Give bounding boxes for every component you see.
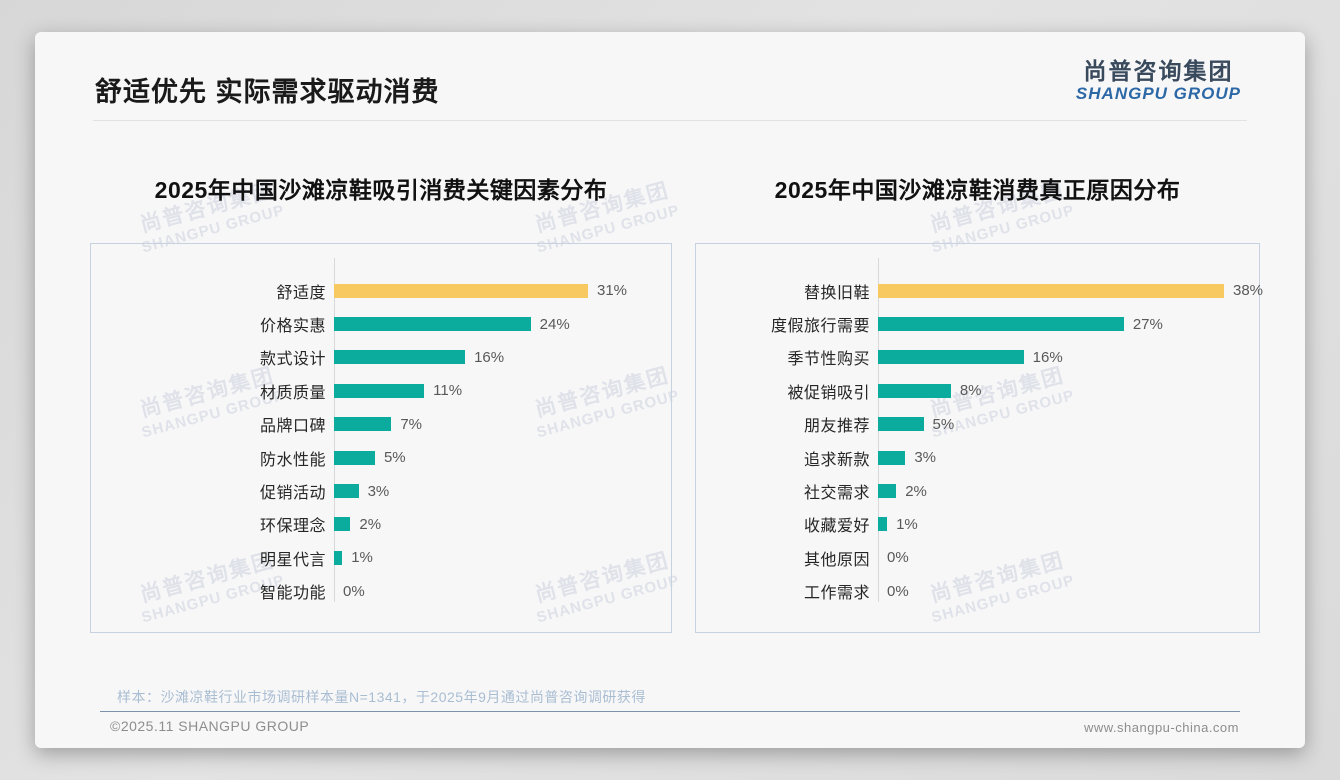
chart-row: 品牌口碑 7%	[91, 408, 671, 441]
right-chart-title: 2025年中国沙滩凉鞋消费真正原因分布	[774, 177, 1181, 203]
bar-value-label: 1%	[351, 549, 373, 567]
chart-row: 工作需求 0%	[696, 575, 1259, 608]
chart-row: 季节性购买 16%	[696, 341, 1259, 374]
category-label: 防水性能	[259, 451, 326, 469]
category-label: 价格实惠	[259, 318, 326, 336]
chart-row: 价格实惠 24%	[91, 307, 671, 340]
chart-row: 材质质量 11%	[91, 374, 671, 407]
bar	[878, 517, 888, 532]
bar-value-label: 0%	[343, 582, 365, 600]
bar-value-label: 3%	[914, 449, 936, 467]
bar-value-label: 7%	[400, 415, 423, 433]
category-label: 智能功能	[259, 585, 326, 603]
chart-row: 社交需求 2%	[696, 474, 1259, 507]
bar-value-label: 38%	[1233, 282, 1264, 300]
sample-note: 样本：沙滩凉鞋行业市场调研样本量N=1341，于2025年9月通过尚普咨询调研获…	[117, 689, 646, 705]
category-label: 舒适度	[276, 284, 326, 302]
category-label: 度假旅行需要	[770, 318, 870, 336]
bar-value-label: 27%	[1132, 315, 1163, 333]
category-label: 朋友推荐	[803, 418, 870, 436]
bar	[334, 550, 343, 565]
bar	[334, 283, 588, 298]
bar	[334, 417, 392, 432]
bar	[878, 417, 924, 432]
bar-value-label: 31%	[597, 282, 628, 300]
chart-row: 其他原因 0%	[696, 541, 1259, 574]
bar-value-label: 2%	[905, 482, 927, 500]
chart-row: 追求新款 3%	[696, 441, 1259, 474]
category-label: 被促销吸引	[787, 384, 870, 402]
bar	[334, 484, 359, 499]
category-label: 社交需求	[803, 485, 870, 503]
category-label: 替换旧鞋	[803, 284, 870, 302]
logo-chinese-text: 尚普咨询集团	[1083, 58, 1234, 84]
chart-row: 朋友推荐 5%	[696, 408, 1259, 441]
logo-english-text: SHANGPU GROUP	[1075, 84, 1241, 104]
shangpu-logo: 尚普咨询集团 SHANGPU GROUP	[1075, 58, 1241, 105]
category-label: 追求新款	[803, 451, 870, 469]
bar-value-label: 0%	[887, 582, 909, 600]
chart-row: 智能功能 0%	[91, 575, 671, 608]
title-divider	[93, 120, 1247, 121]
bar	[334, 317, 531, 332]
left-chart-rows: 舒适度 31% 价格实惠 24% 款式设计 16% 材质质量 11% 品牌口碑 7% 防水性能 5% 促…	[91, 244, 671, 632]
bar	[878, 317, 1124, 332]
bar-value-label: 16%	[1032, 348, 1063, 366]
chart-row: 度假旅行需要 27%	[696, 307, 1259, 340]
right-chart-panel: 替换旧鞋 38% 度假旅行需要 27% 季节性购买 16% 被促销吸引 8% 朋友推荐 5% 追求新…	[695, 243, 1263, 633]
chart-row: 被促销吸引 8%	[696, 374, 1259, 407]
bar-value-label: 3%	[367, 482, 390, 500]
bar	[334, 350, 466, 365]
category-label: 明星代言	[259, 551, 326, 569]
bar	[878, 283, 1224, 298]
chart-row: 明星代言 1%	[91, 541, 671, 574]
category-label: 品牌口碑	[259, 418, 326, 436]
bar	[878, 350, 1024, 365]
left-chart-panel: 舒适度 31% 价格实惠 24% 款式设计 16% 材质质量 11% 品牌口碑 7% 防水性能 5% 促…	[90, 243, 672, 633]
slide-card: 尚普咨询集团 SHANGPU GROUP 尚普咨询集团 SHANGPU GROUP 尚普…	[35, 32, 1305, 748]
bar-value-label: 0%	[887, 549, 909, 567]
bar-value-label: 16%	[474, 348, 505, 366]
chart-row: 防水性能 5%	[91, 441, 671, 474]
bar-value-label: 8%	[959, 382, 982, 400]
bar-value-label: 5%	[383, 449, 406, 467]
chart-row: 替换旧鞋 38%	[696, 274, 1263, 307]
copyright-text: ©2025.11 SHANGPU GROUP	[110, 718, 310, 734]
category-label: 收藏爱好	[803, 518, 870, 536]
category-label: 环保理念	[259, 518, 326, 536]
bar	[334, 517, 351, 532]
category-label: 工作需求	[803, 585, 870, 603]
chart-row: 款式设计 16%	[91, 341, 671, 374]
bar-value-label: 11%	[433, 382, 463, 400]
category-label: 季节性购买	[787, 351, 870, 369]
bar-value-label: 24%	[539, 315, 570, 333]
bar	[878, 484, 897, 499]
chart-row: 收藏爱好 1%	[696, 508, 1259, 541]
page-title: 舒适优先 实际需求驱动消费	[95, 77, 440, 107]
bar	[334, 450, 375, 465]
chart-row: 舒适度 31%	[91, 274, 671, 307]
left-chart-title: 2025年中国沙滩凉鞋吸引消费关键因素分布	[154, 177, 608, 203]
category-label: 其他原因	[803, 551, 870, 569]
bar-value-label: 2%	[359, 515, 382, 533]
category-label: 款式设计	[259, 351, 326, 369]
category-label: 促销活动	[259, 485, 326, 503]
bar	[878, 383, 951, 398]
bar-value-label: 1%	[896, 515, 918, 533]
bar	[878, 450, 906, 465]
category-label: 材质质量	[259, 384, 326, 402]
bar	[334, 383, 425, 398]
chart-row: 环保理念 2%	[91, 508, 671, 541]
website-url: www.shangpu-china.com	[1083, 720, 1239, 735]
footer-divider	[100, 711, 1240, 712]
bar-value-label: 5%	[932, 415, 955, 433]
right-chart-rows: 替换旧鞋 38% 度假旅行需要 27% 季节性购买 16% 被促销吸引 8% 朋友推荐 5% 追求新…	[696, 244, 1263, 632]
chart-row: 促销活动 3%	[91, 474, 671, 507]
